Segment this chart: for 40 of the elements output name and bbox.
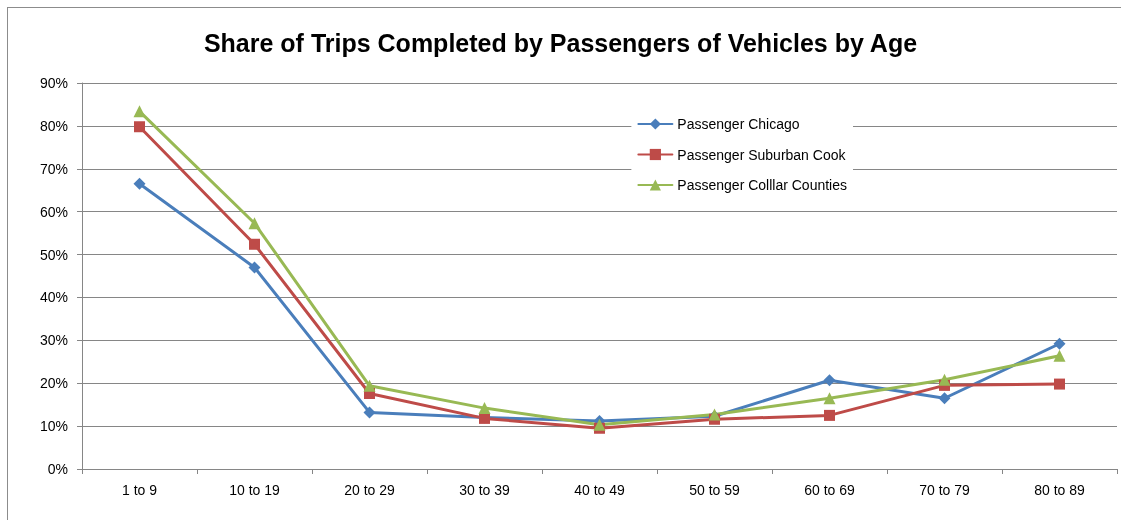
point (248, 217, 261, 230)
point (593, 418, 606, 431)
x-tick-label: 70 to 79 (919, 482, 971, 498)
x-tick-label: 30 to 39 (459, 482, 511, 498)
x-tick-label: 1 to 9 (121, 482, 158, 498)
y-tick-label: 0% (47, 461, 68, 477)
chart-title: Share of Trips Completed by Passengers of Vehicles by Age (203, 28, 918, 57)
point (248, 261, 261, 274)
point (1054, 378, 1065, 390)
x-tick-label: 50 to 59 (689, 482, 741, 498)
point (938, 373, 951, 386)
point (1053, 349, 1066, 362)
point (1053, 337, 1066, 350)
x-tick-label: 80 to 89 (1034, 482, 1086, 498)
legend-label: Passenger Chicago (677, 116, 800, 132)
y-tick-label: 90% (39, 75, 68, 91)
y-tick-label: 70% (39, 160, 68, 177)
y-tick-label: 80% (39, 117, 68, 134)
y-tick-label: 60% (39, 203, 68, 220)
x-tick-label: 40 to 49 (574, 482, 626, 498)
x-tick-label: 20 to 29 (344, 482, 396, 498)
point (363, 406, 376, 419)
point (824, 409, 835, 421)
y-tick-label: 40% (39, 289, 68, 306)
x-tick-label: 10 to 19 (229, 482, 281, 498)
y-tick-label: 30% (39, 332, 68, 349)
point (134, 121, 145, 133)
point (938, 392, 951, 405)
point (823, 374, 836, 387)
point (363, 379, 376, 392)
y-tick-label: 20% (39, 375, 68, 392)
point (133, 177, 146, 190)
legend-label: Passenger Suburban Cook (677, 146, 847, 163)
y-tick-label: 10% (39, 418, 68, 435)
point (249, 238, 260, 250)
y-tick-label: 50% (39, 246, 68, 263)
point (823, 392, 836, 405)
point (478, 402, 491, 415)
legend-label: Passenger Colllar Counties (677, 177, 847, 193)
x-tick-label: 60 to 69 (804, 482, 856, 498)
